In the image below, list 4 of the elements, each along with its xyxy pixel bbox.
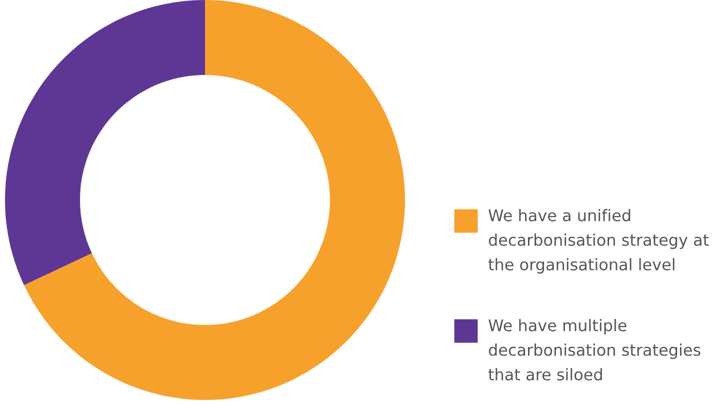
donut-slice	[5, 0, 205, 286]
legend-label: We have multiple decarbonisation strategies that are siloed	[488, 319, 700, 380]
legend-label: We have a unified decarbonisation strategy at the organisational level	[488, 209, 709, 274]
donut-slice	[24, 0, 405, 400]
